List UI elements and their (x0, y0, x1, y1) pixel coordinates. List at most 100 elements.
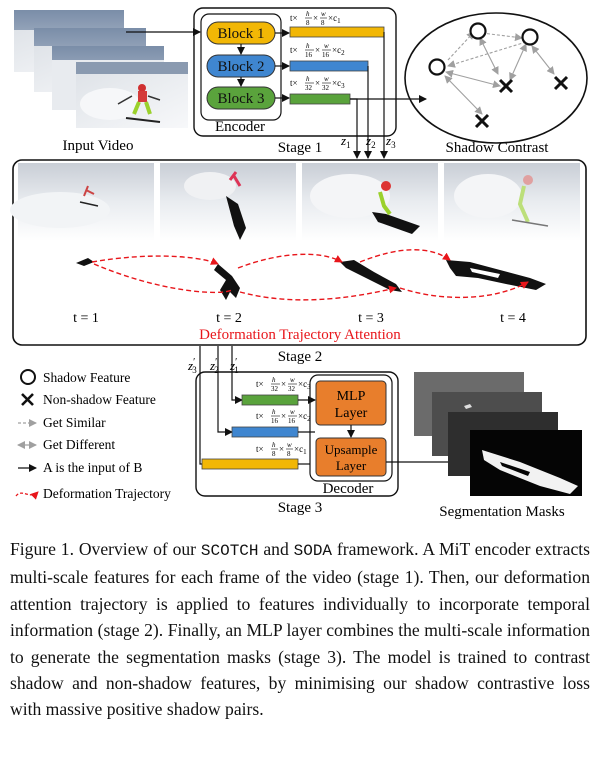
decoder-dim-label-2: t× h 16 × w 16 ×c2 (256, 408, 311, 425)
svg-text:h: h (272, 441, 276, 449)
stage2-frame-1 (10, 163, 154, 241)
svg-text:w: w (324, 42, 329, 50)
block-3-label: Block 3 (217, 91, 264, 107)
svg-text:t×: t× (256, 411, 264, 421)
segmentation-masks-label: Segmentation Masks (439, 504, 565, 520)
svg-text:16: 16 (288, 417, 296, 425)
feature-dim-label-3: t× h 32 × w 32 ×c3 (290, 75, 345, 92)
caption-scotch: SCOTCH (200, 542, 259, 560)
svg-text:8: 8 (321, 19, 325, 27)
svg-text:h: h (306, 42, 310, 50)
svg-text:×c3: ×c3 (298, 379, 311, 391)
time-label-2: t = 2 (216, 311, 242, 326)
shadow-feature-node (428, 58, 446, 76)
decoder: t× h 32 × w 32 ×c3 t× h 16 × w 16 ×c2 t×… (195, 371, 399, 497)
encoder-inner-frame (200, 13, 282, 121)
svg-text:×c1: ×c1 (294, 444, 307, 456)
block-1-label: Block 1 (217, 26, 264, 42)
upsample-layer: Upsample Layer (315, 437, 387, 477)
legend: Shadow Feature Non-shadow Feature Get Si… (15, 369, 171, 501)
svg-text:16: 16 (322, 51, 330, 59)
decoder-feature-3 (241, 394, 299, 406)
svg-text:t×: t× (290, 13, 298, 23)
shadow-contrast: Shadow Contrast (404, 12, 588, 156)
svg-text:×c3: ×c3 (332, 78, 345, 90)
legend-item: Get Similar (18, 415, 106, 430)
svg-text:Layer: Layer (336, 458, 367, 473)
svg-text:h: h (272, 376, 276, 384)
non-shadow-feature-icon (21, 393, 34, 406)
legend-item: Deformation Trajectory (15, 486, 171, 501)
svg-text:×: × (315, 78, 320, 88)
svg-text:16: 16 (305, 51, 313, 59)
decoder-label: Decoder (323, 481, 374, 497)
non-shadow-feature-node (498, 78, 514, 94)
z3-prime-label: z′ 3 (187, 357, 197, 375)
time-label-3: t = 3 (358, 311, 384, 326)
time-label-4: t = 4 (500, 311, 526, 326)
svg-text:w: w (290, 376, 295, 384)
legend-item: Shadow Feature (20, 369, 130, 385)
trajectory-mask-3 (340, 260, 402, 292)
svg-text:h: h (306, 75, 310, 83)
stage-3-label: Stage 3 (278, 500, 323, 516)
svg-text:h: h (306, 10, 310, 18)
feature-map-2 (289, 60, 369, 72)
stage2-frame-2 (160, 163, 296, 241)
decoder-inner-frame (309, 374, 393, 482)
svg-text:×c2: ×c2 (332, 45, 345, 57)
trajectory-mask-4 (446, 260, 546, 290)
encoder-frame (193, 7, 397, 137)
stage2-frame-3 (302, 163, 438, 241)
svg-text:t×: t× (256, 379, 264, 389)
feature-dim-label-1: t× h 8 × w 8 ×c1 (290, 10, 341, 27)
mlp-layer: MLP Layer (315, 380, 387, 426)
legend-item: Get Different (17, 437, 115, 452)
svg-text:t×: t× (290, 78, 298, 88)
attention-label: Deformation Trajectory Attention (199, 327, 401, 343)
block-2: Block 2 (206, 54, 276, 78)
stage-1-label: Stage 1 (278, 140, 323, 156)
svg-text:32: 32 (305, 84, 313, 92)
caption-soda: SODA (293, 542, 333, 560)
svg-text:t×: t× (290, 45, 298, 55)
svg-text:Layer: Layer (335, 406, 368, 421)
svg-text:16: 16 (271, 417, 279, 425)
svg-text:t×: t× (256, 444, 264, 454)
non-shadow-feature-node (553, 75, 569, 91)
shadow-feature-icon (20, 369, 36, 385)
decoder-dim-label-3: t× h 32 × w 32 ×c3 (256, 376, 311, 393)
input-video-label: Input Video (63, 138, 134, 154)
legend-label: Non-shadow Feature (43, 392, 156, 407)
stage2-frame-4 (444, 163, 580, 241)
deformation-trajectories (91, 249, 529, 301)
svg-text:h: h (272, 408, 276, 416)
legend-label: Shadow Feature (43, 370, 130, 385)
legend-label: A is the input of B (43, 460, 142, 475)
caption-text-2: and (258, 539, 294, 559)
svg-text:MLP: MLP (337, 389, 366, 404)
stage-2-panel: t = 1 t = 2 t = 3 t = 4 Deformation Traj… (10, 159, 587, 346)
feature-map-1 (289, 26, 385, 38)
svg-text:8: 8 (287, 450, 291, 458)
svg-text:w: w (324, 75, 329, 83)
svg-text:8: 8 (272, 450, 276, 458)
svg-text:w: w (287, 441, 292, 449)
caption-text-1: Figure 1. Overview of our (10, 539, 201, 559)
stage-2-label: Stage 2 (278, 349, 323, 365)
feature-dim-label-2: t× h 16 × w 16 ×c2 (290, 42, 345, 59)
legend-item: Non-shadow Feature (21, 392, 156, 407)
figure-caption: Figure 1. Overview of our SCOTCH and SOD… (10, 536, 590, 723)
svg-text:32: 32 (271, 385, 279, 393)
z3-label: z3 (385, 133, 396, 150)
shadow-contrast-label: Shadow Contrast (446, 140, 550, 156)
z2-label: z2 (365, 133, 376, 150)
encoder-label: Encoder (215, 119, 265, 135)
decoder-dim-label-1: t× h 8 × w 8 ×c1 (256, 441, 307, 458)
svg-text:×: × (279, 444, 284, 454)
svg-text:8: 8 (306, 19, 310, 27)
svg-text:×: × (281, 379, 286, 389)
input-video-stack: Input Video (14, 10, 188, 154)
svg-text:×c1: ×c1 (328, 13, 341, 25)
encoder: Block 1 Block 2 Block 3 t× h 8 × w 8 (193, 7, 397, 137)
